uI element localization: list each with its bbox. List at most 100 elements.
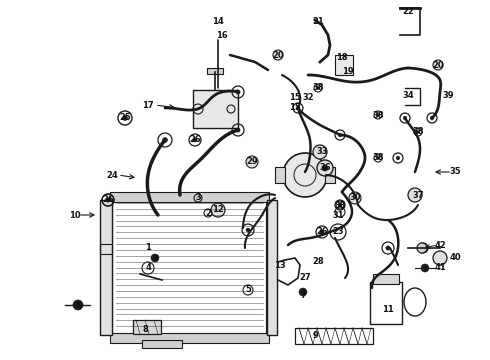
Circle shape — [349, 192, 361, 204]
Text: 42: 42 — [434, 240, 446, 249]
Circle shape — [236, 128, 240, 132]
Circle shape — [376, 113, 379, 117]
Circle shape — [163, 138, 168, 143]
Circle shape — [122, 116, 127, 121]
Bar — [325, 167, 335, 183]
Text: 18: 18 — [336, 54, 348, 63]
Bar — [193, 90, 238, 128]
Circle shape — [430, 116, 434, 120]
Text: 26: 26 — [102, 195, 114, 204]
Circle shape — [421, 246, 425, 250]
Text: 38: 38 — [372, 111, 384, 120]
Text: 6: 6 — [75, 301, 81, 310]
Text: 24: 24 — [106, 171, 118, 180]
Circle shape — [338, 203, 342, 207]
Text: 1: 1 — [145, 243, 151, 252]
Circle shape — [246, 228, 250, 232]
Bar — [267, 200, 277, 335]
Circle shape — [416, 130, 419, 134]
Text: 16: 16 — [216, 31, 228, 40]
Text: 5: 5 — [245, 285, 251, 294]
Circle shape — [438, 258, 442, 262]
Text: 15: 15 — [289, 104, 301, 112]
Text: 40: 40 — [449, 253, 461, 262]
Circle shape — [417, 243, 427, 253]
Circle shape — [193, 138, 197, 142]
Text: 35: 35 — [449, 167, 461, 176]
Circle shape — [211, 203, 225, 217]
Text: 38: 38 — [412, 127, 424, 136]
Text: 14: 14 — [212, 18, 224, 27]
Text: 29: 29 — [246, 158, 258, 166]
Text: 19: 19 — [342, 68, 354, 77]
Circle shape — [433, 251, 447, 265]
Text: 36: 36 — [319, 163, 331, 172]
Circle shape — [317, 160, 333, 176]
Circle shape — [376, 157, 379, 159]
Text: 26: 26 — [316, 228, 328, 237]
Text: 15: 15 — [289, 94, 301, 103]
Circle shape — [273, 50, 283, 60]
Text: 10: 10 — [69, 211, 81, 220]
Circle shape — [421, 264, 429, 272]
Circle shape — [408, 188, 422, 202]
Text: 9: 9 — [312, 332, 318, 341]
Bar — [133, 320, 161, 334]
Circle shape — [73, 300, 83, 310]
Circle shape — [313, 145, 327, 159]
Text: 37: 37 — [412, 190, 424, 199]
Text: 4: 4 — [145, 264, 151, 273]
Text: 20: 20 — [432, 60, 444, 69]
Text: 8: 8 — [142, 325, 148, 334]
Text: 33: 33 — [316, 148, 328, 157]
Text: 32: 32 — [302, 94, 314, 103]
Bar — [110, 333, 269, 343]
Circle shape — [317, 86, 319, 90]
Text: 28: 28 — [312, 257, 324, 266]
Bar — [100, 200, 112, 335]
Bar — [142, 340, 182, 348]
Text: 30: 30 — [349, 194, 361, 202]
Text: 2: 2 — [205, 208, 211, 217]
Bar — [275, 167, 285, 183]
Text: 12: 12 — [212, 206, 224, 215]
Text: 27: 27 — [299, 274, 311, 283]
Bar — [112, 195, 267, 340]
Text: 31: 31 — [332, 211, 344, 220]
Circle shape — [106, 198, 110, 202]
Text: 41: 41 — [434, 264, 446, 273]
Circle shape — [433, 60, 443, 70]
Circle shape — [299, 288, 307, 296]
Text: 26: 26 — [189, 135, 201, 144]
Text: 38: 38 — [312, 84, 324, 93]
Circle shape — [320, 230, 324, 234]
Bar — [100, 244, 112, 254]
Circle shape — [296, 106, 300, 110]
Circle shape — [338, 133, 342, 137]
Circle shape — [106, 198, 110, 202]
Bar — [373, 274, 399, 284]
Circle shape — [386, 246, 390, 250]
Text: 38: 38 — [334, 201, 346, 210]
Text: 25: 25 — [119, 113, 131, 122]
Text: 34: 34 — [402, 90, 414, 99]
Circle shape — [322, 165, 328, 171]
Text: 11: 11 — [382, 306, 394, 315]
Circle shape — [151, 254, 159, 262]
Text: 22: 22 — [402, 8, 414, 17]
Bar — [295, 328, 373, 344]
Text: 13: 13 — [274, 261, 286, 270]
Bar — [110, 192, 269, 202]
Circle shape — [403, 116, 407, 120]
Text: 7: 7 — [300, 291, 306, 300]
Circle shape — [236, 90, 240, 94]
Bar — [207, 68, 223, 74]
Text: 23: 23 — [332, 228, 344, 237]
Text: 20: 20 — [272, 50, 284, 59]
Text: 17: 17 — [142, 100, 154, 109]
Circle shape — [339, 203, 342, 207]
Text: 38: 38 — [372, 153, 384, 162]
Circle shape — [283, 153, 327, 197]
Bar — [335, 55, 353, 75]
Text: 3: 3 — [195, 194, 201, 202]
